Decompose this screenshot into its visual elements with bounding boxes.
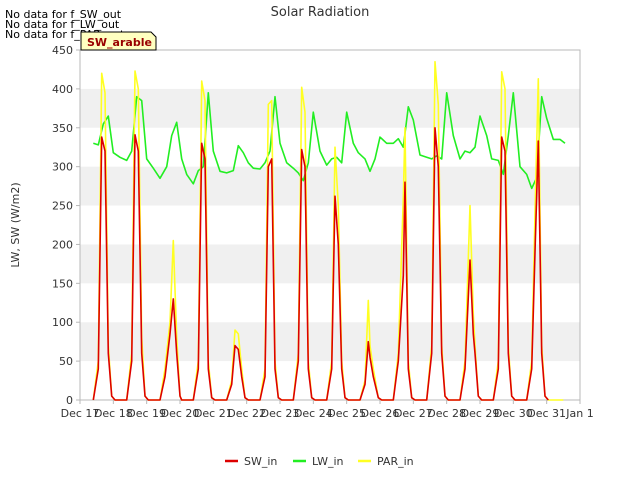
- y-axis-label: LW, SW (W/m2): [9, 182, 22, 267]
- axes-frame: [79, 49, 581, 401]
- y-tick-label: 250: [52, 200, 73, 213]
- series-line-lw-in: [93, 92, 566, 190]
- x-tick-label: Jan 1: [565, 407, 593, 420]
- x-tick-label: Dec 29: [461, 407, 500, 420]
- x-tick-label: Dec 17: [61, 407, 100, 420]
- x-tick-label: Dec 24: [294, 407, 333, 420]
- y-tick-label: 450: [52, 44, 73, 57]
- x-tick-label: Dec 19: [127, 407, 166, 420]
- legend-label-par-in: PAR_in: [377, 455, 414, 468]
- y-tick-label: 350: [52, 122, 73, 135]
- x-tick-label: Dec 21: [194, 407, 233, 420]
- legend-label-sw-in: SW_in: [244, 455, 277, 468]
- x-tick-label: Dec 25: [327, 407, 366, 420]
- y-tick-label: 150: [52, 277, 73, 290]
- x-tick-label: Dec 20: [161, 407, 200, 420]
- y-tick-label: 300: [52, 161, 73, 174]
- y-tick-label: 400: [52, 83, 73, 96]
- x-tick-label: Dec 27: [394, 407, 433, 420]
- plot-band: [80, 322, 580, 362]
- x-tick-label: Dec 31: [527, 407, 566, 420]
- x-tick-label: Dec 22: [227, 407, 266, 420]
- legend: SW_in LW_in PAR_in: [225, 455, 414, 468]
- no-data-note-2: No data for f_LW_out: [5, 18, 120, 31]
- chart-title: Solar Radiation: [271, 5, 370, 20]
- x-tick-label: Dec 18: [94, 407, 133, 420]
- plot-band: [80, 244, 580, 284]
- y-ticks: 0 50 100 150 200 250 300 350 400 450: [52, 44, 80, 407]
- sw-arable-badge: SW_arable: [80, 31, 157, 51]
- series-line-sw-in: [92, 127, 549, 401]
- x-tick-label: Dec 30: [494, 407, 533, 420]
- x-tick-label: Dec 23: [261, 407, 300, 420]
- badge-label: SW_arable: [87, 36, 152, 49]
- plot-band: [80, 88, 580, 128]
- legend-label-lw-in: LW_in: [312, 455, 344, 468]
- plot-frame: [79, 49, 581, 401]
- series-lines: [92, 60, 566, 401]
- no-data-note-1: No data for f_SW_out: [5, 8, 122, 21]
- badge-box: [80, 31, 157, 51]
- y-tick-label: 0: [66, 394, 73, 407]
- y-tick-label: 50: [59, 355, 73, 368]
- y-tick-label: 100: [52, 316, 73, 329]
- y-tick-label: 200: [52, 238, 73, 251]
- x-tick-label: Dec 28: [427, 407, 466, 420]
- x-tick-label: Dec 26: [361, 407, 400, 420]
